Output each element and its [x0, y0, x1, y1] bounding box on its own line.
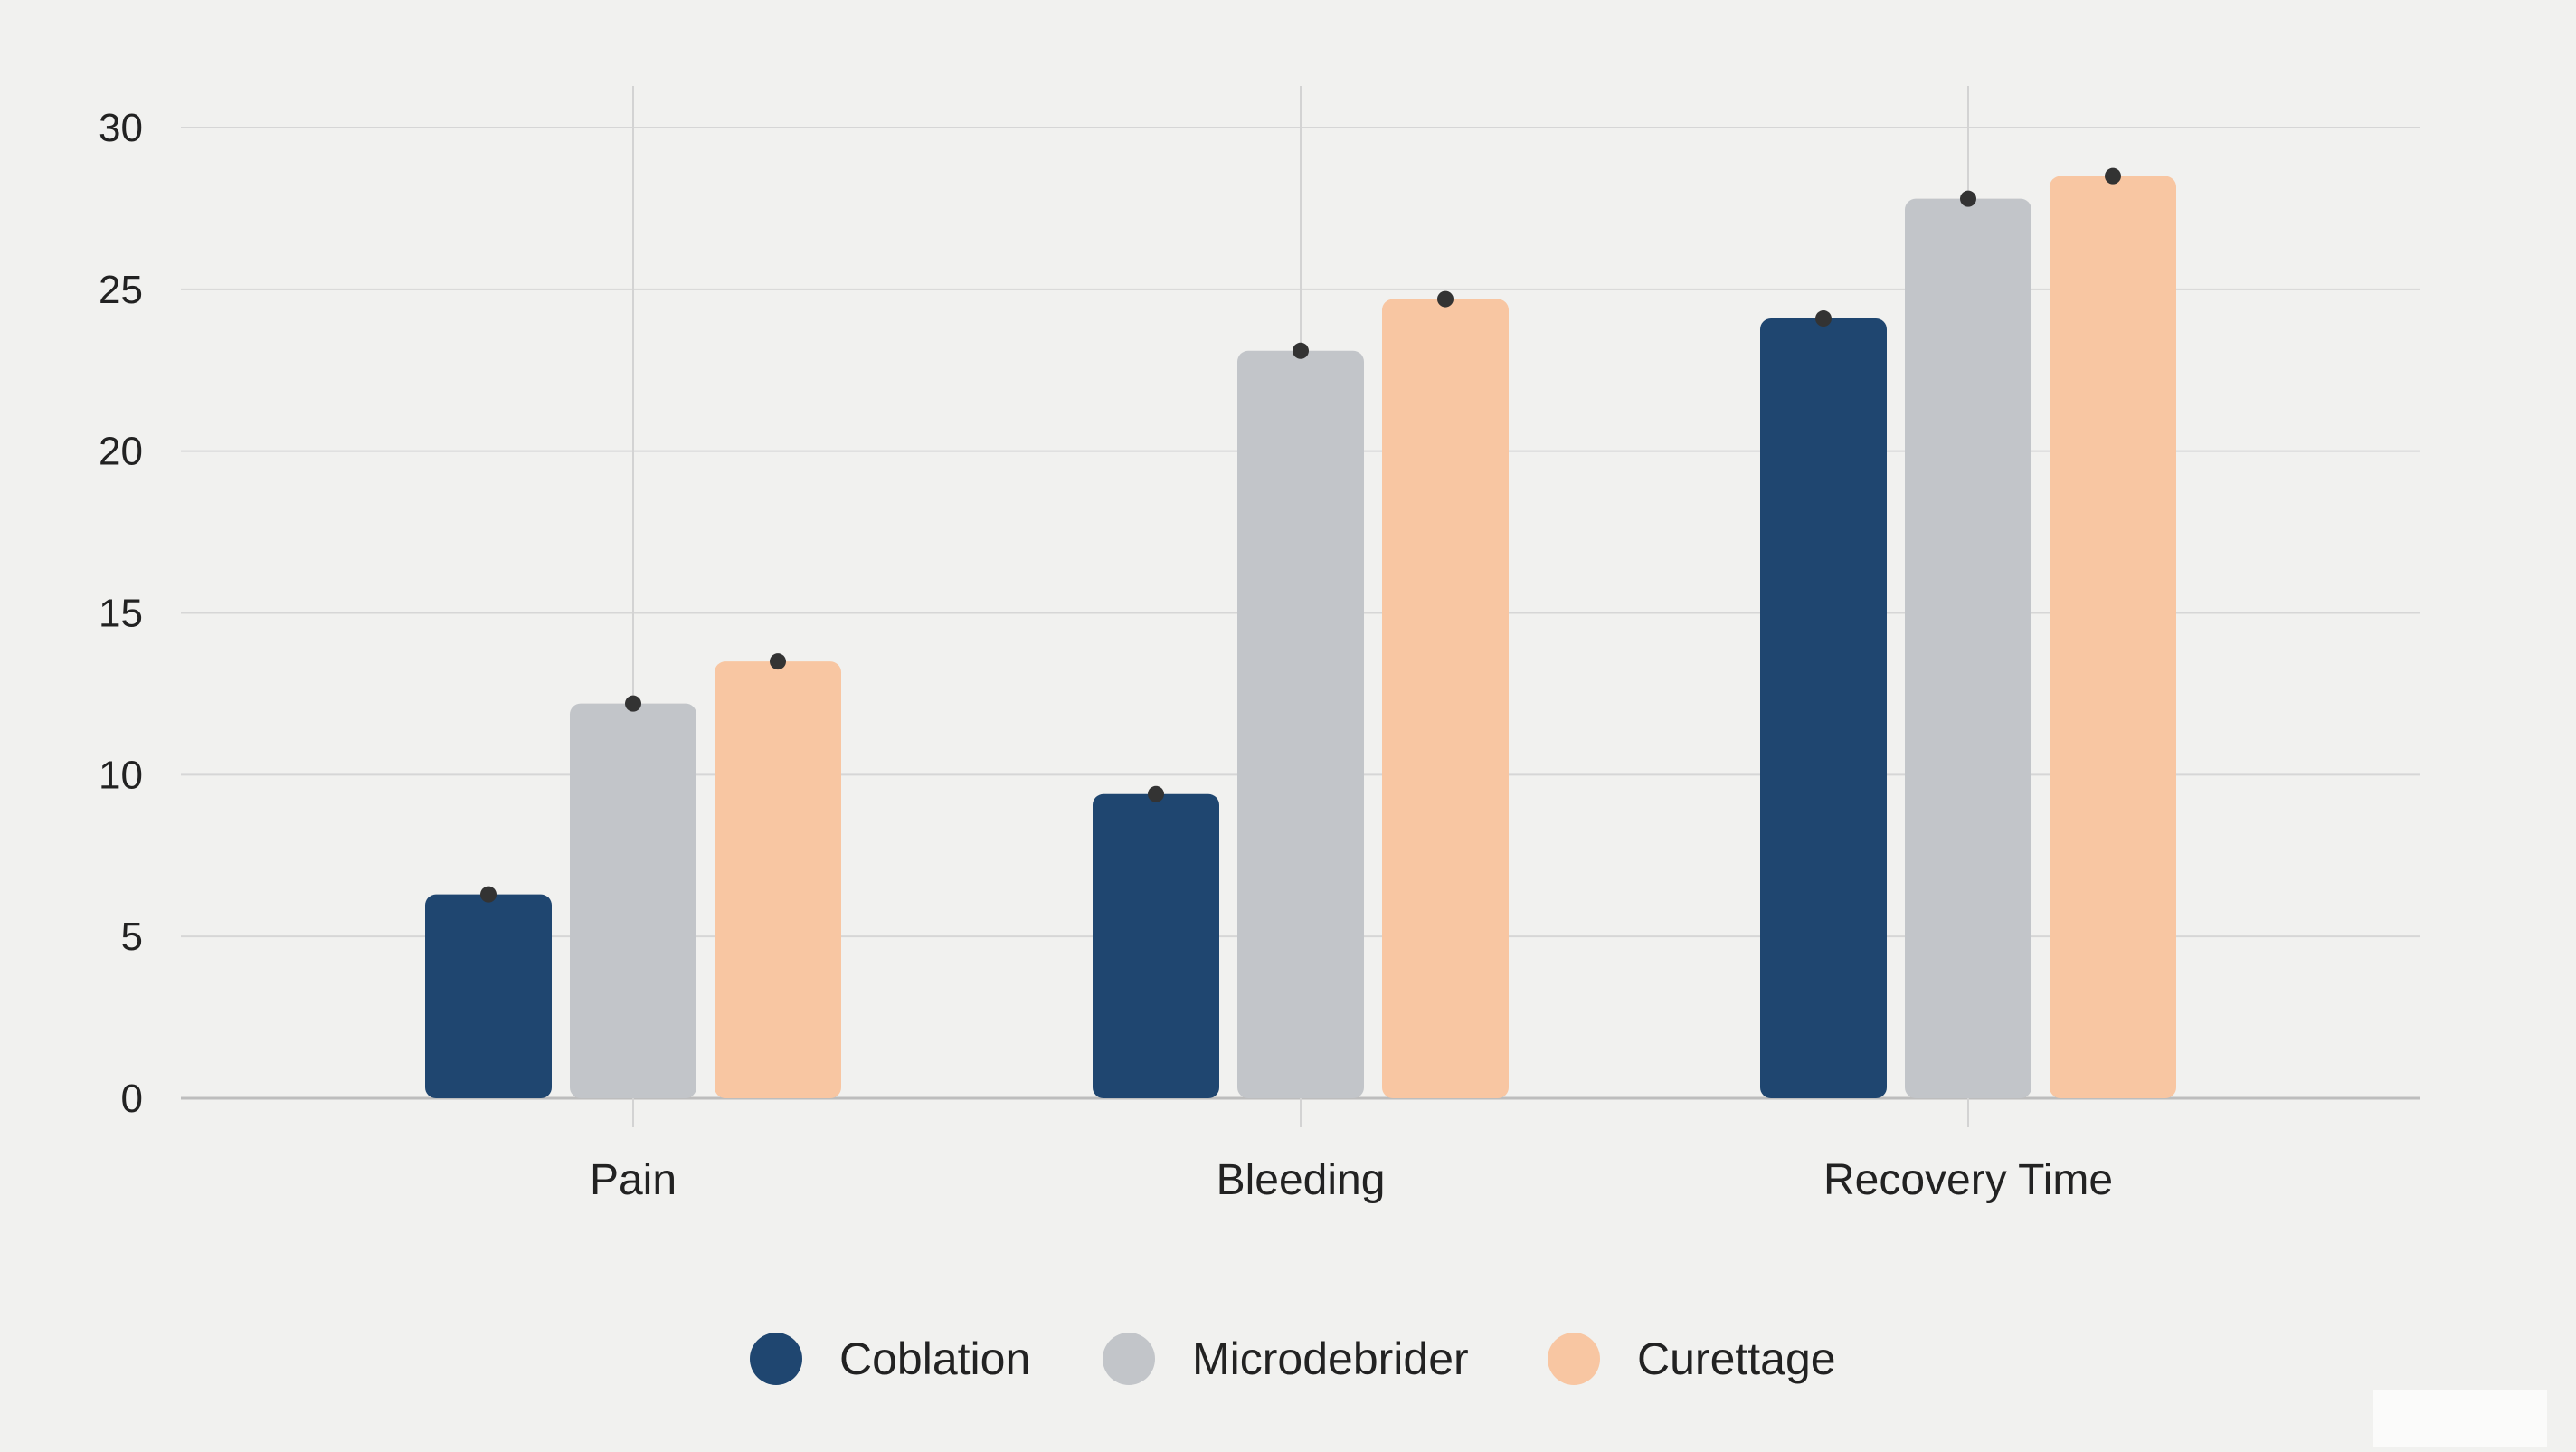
legend-item: Coblation [750, 1333, 1030, 1385]
x-tick-label: Pain [590, 1156, 677, 1204]
legend-swatch [1103, 1333, 1155, 1385]
value-marker [1148, 785, 1164, 802]
value-marker [770, 653, 786, 670]
y-tick-label: 25 [99, 268, 143, 312]
y-axis: 0 5 10 15 20 25 30 [99, 106, 143, 1121]
bar [715, 661, 841, 1098]
y-tick-label: 0 [121, 1077, 143, 1121]
corner-patch [2373, 1390, 2547, 1447]
bar [425, 894, 552, 1098]
legend-item: Curettage [1548, 1333, 1836, 1385]
value-marker [480, 886, 497, 903]
x-tick-label: Bleeding [1217, 1156, 1386, 1204]
value-marker [1815, 310, 1832, 327]
value-marker [1960, 190, 1976, 207]
bars [425, 176, 2176, 1099]
y-tick-label: 30 [99, 106, 143, 150]
x-tick-label: Recovery Time [1823, 1156, 2113, 1204]
legend-swatch [750, 1333, 802, 1385]
x-axis: Pain Bleeding Recovery Time [590, 1156, 2113, 1204]
y-tick-label: 5 [121, 915, 143, 959]
bar [1905, 198, 2031, 1099]
y-tick-label: 15 [99, 592, 143, 636]
bar [1760, 318, 1887, 1099]
bar [2050, 176, 2176, 1098]
legend-label: Coblation [839, 1333, 1030, 1384]
value-marker [1293, 342, 1309, 359]
value-markers [480, 167, 2121, 903]
legend: Coblation Microdebrider Curettage [750, 1333, 1836, 1385]
value-marker [2105, 167, 2121, 185]
value-marker [1437, 290, 1454, 308]
legend-label: Curettage [1637, 1333, 1836, 1384]
bar [1382, 299, 1509, 1098]
legend-label: Microdebrider [1192, 1333, 1469, 1384]
bar [1093, 793, 1219, 1098]
legend-item: Microdebrider [1103, 1333, 1469, 1385]
legend-swatch [1548, 1333, 1600, 1385]
y-tick-label: 20 [99, 430, 143, 474]
bar [570, 703, 696, 1098]
y-tick-label: 10 [99, 753, 143, 797]
bar [1237, 350, 1364, 1098]
value-marker [625, 695, 641, 712]
